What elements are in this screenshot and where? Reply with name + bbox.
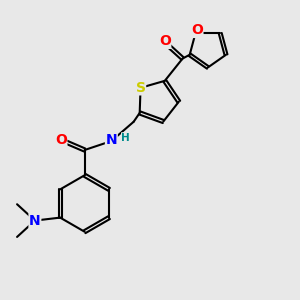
Text: N: N	[29, 214, 41, 228]
Text: O: O	[191, 23, 203, 38]
Text: N: N	[106, 133, 117, 147]
Text: O: O	[55, 133, 67, 147]
Text: H: H	[121, 133, 130, 142]
Text: O: O	[159, 34, 171, 48]
Text: S: S	[136, 81, 146, 95]
